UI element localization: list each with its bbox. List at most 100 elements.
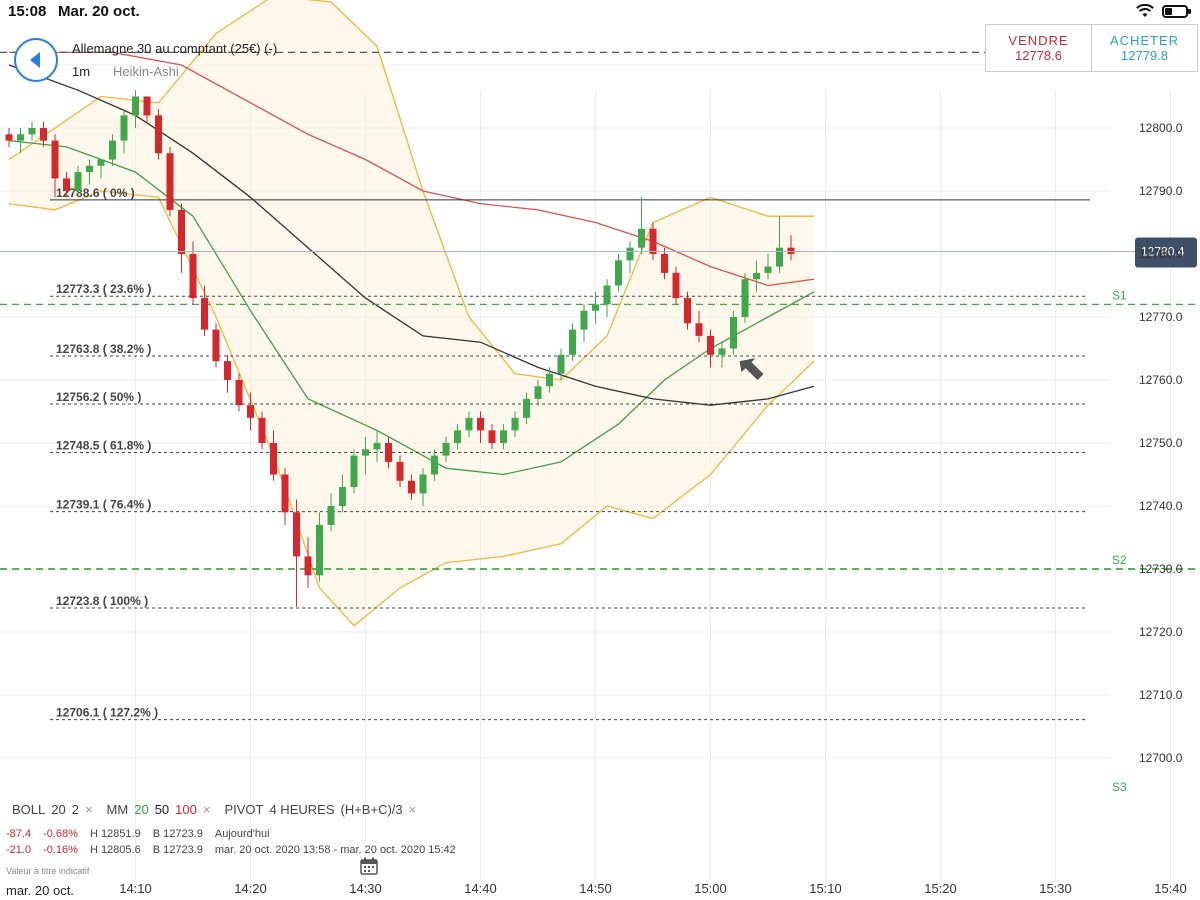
ma100-line (9, 51, 815, 287)
fib-label: 12723.8 ( 100% ) (56, 594, 148, 608)
sell-price: 12778.6 (1015, 48, 1062, 63)
candle (442, 443, 450, 456)
fib-label: 12773.3 ( 23.6% ) (56, 282, 151, 296)
mm-50-value: 50 (154, 802, 170, 817)
bollinger-lower-line (8, 190, 815, 627)
instrument-title: Allemagne 30 au comptant (25€) (-) (72, 41, 278, 56)
candle (17, 134, 24, 141)
candle (615, 260, 622, 286)
today-period: Aujourd'hui (214, 828, 270, 840)
candle (546, 373, 553, 387)
pivot-label[interactable]: PIVOT (224, 802, 264, 817)
boll-period: 20 (51, 802, 66, 817)
status-bar: 15:08 Mar. 20 oct. (0, 0, 1200, 24)
x-tick-label: 14:20 (234, 881, 267, 896)
x-tick-label: 15:10 (809, 881, 842, 896)
candle (235, 380, 243, 406)
mm-label[interactable]: MM (106, 802, 129, 817)
candle (477, 417, 484, 431)
candle (419, 474, 427, 494)
candle (408, 480, 415, 494)
candle (258, 417, 266, 443)
back-arrow-icon (30, 52, 40, 68)
candle (603, 285, 611, 305)
candle (684, 298, 691, 324)
candle (178, 209, 185, 254)
candle (373, 443, 381, 450)
pivot-label: S3 (1112, 780, 1127, 794)
candle (592, 304, 599, 311)
y-tick-label: 12780.0 (1139, 247, 1183, 261)
candle (672, 272, 680, 299)
sell-label: VENDRE (1008, 33, 1069, 48)
boll-label[interactable]: BOLL (12, 802, 46, 817)
candle (431, 455, 438, 475)
wifi-icon (1136, 4, 1154, 17)
y-tick-label: 12760.0 (1139, 373, 1183, 387)
y-tick-label: 12730.0 (1139, 562, 1183, 576)
candle (534, 386, 542, 399)
x-tick-label: 15:00 (694, 881, 727, 896)
candle (661, 254, 668, 273)
back-button[interactable] (14, 38, 58, 82)
fib-label: 12739.1 ( 76.4% ) (56, 498, 151, 512)
x-tick-label: 14:10 (119, 881, 152, 896)
x-tick-label: 14:30 (349, 881, 382, 896)
ma50-line (8, 64, 815, 406)
candle (270, 443, 277, 475)
candle (511, 417, 519, 431)
candle (695, 323, 703, 336)
candle (569, 329, 576, 355)
pivot-remove-icon[interactable]: × (408, 802, 417, 817)
candle (730, 317, 737, 349)
y-tick-label: 12710.0 (1139, 688, 1183, 702)
y-tick-label: 12700.0 (1139, 751, 1183, 765)
candle (626, 247, 634, 261)
current-price-tag (1135, 237, 1197, 268)
y-tick-label: 12800.0 (1139, 121, 1183, 135)
candle (764, 266, 772, 273)
candle (718, 348, 726, 355)
candle (350, 455, 358, 488)
timeframe-selector[interactable]: 1m (72, 64, 91, 79)
candle (396, 461, 404, 481)
candle (339, 487, 346, 506)
arrow-annotation (739, 358, 764, 381)
y-tick-label: 12770.0 (1139, 310, 1183, 324)
status-icons (1136, 4, 1191, 18)
candle (500, 430, 507, 443)
calendar-icon[interactable] (360, 857, 378, 875)
current-price-label: 12780.4 (1141, 244, 1185, 258)
boll-deviation: 2 (71, 802, 79, 817)
y-tick-label: 12720.0 (1139, 625, 1183, 639)
status-date: Mar. 20 oct. (58, 3, 140, 20)
fib-label: 12748.5 ( 61.8% ) (56, 438, 151, 452)
candle (120, 115, 128, 141)
candle (741, 279, 749, 317)
pivot-formula: (H+B+C)/3 (340, 802, 403, 817)
boll-remove-icon[interactable]: × (84, 802, 93, 817)
candle (189, 254, 197, 299)
today-high: H 12851.9 (89, 828, 141, 840)
bottom-date: mar. 20 oct. (6, 883, 74, 898)
candle (523, 398, 530, 418)
candle (293, 512, 300, 557)
pivot-label: S1 (1112, 288, 1127, 302)
x-tick-label: 14:40 (464, 881, 497, 896)
x-tick-label: 14:50 (579, 881, 612, 896)
y-tick-label: 12790.0 (1139, 184, 1183, 198)
candle (212, 329, 220, 362)
sell-button[interactable]: VENDRE 12778.6 (986, 25, 1091, 71)
stats-today: -87.4 -0.68% H 12851.9 B 12723.9 Aujourd… (6, 828, 282, 840)
range-period: mar. 20 oct. 2020 13:58 - mar. 20 oct. 2… (214, 844, 456, 856)
candle (327, 506, 335, 525)
buy-button[interactable]: ACHETER 12779.8 (1091, 25, 1197, 71)
buy-price: 12779.8 (1121, 48, 1168, 63)
candle (224, 361, 231, 380)
mm-remove-icon[interactable]: × (202, 802, 211, 817)
candle (74, 172, 82, 191)
chart-type-selector[interactable]: Heikin-Ashi (113, 64, 179, 79)
candle (362, 449, 369, 456)
range-high: H 12805.6 (89, 844, 141, 856)
